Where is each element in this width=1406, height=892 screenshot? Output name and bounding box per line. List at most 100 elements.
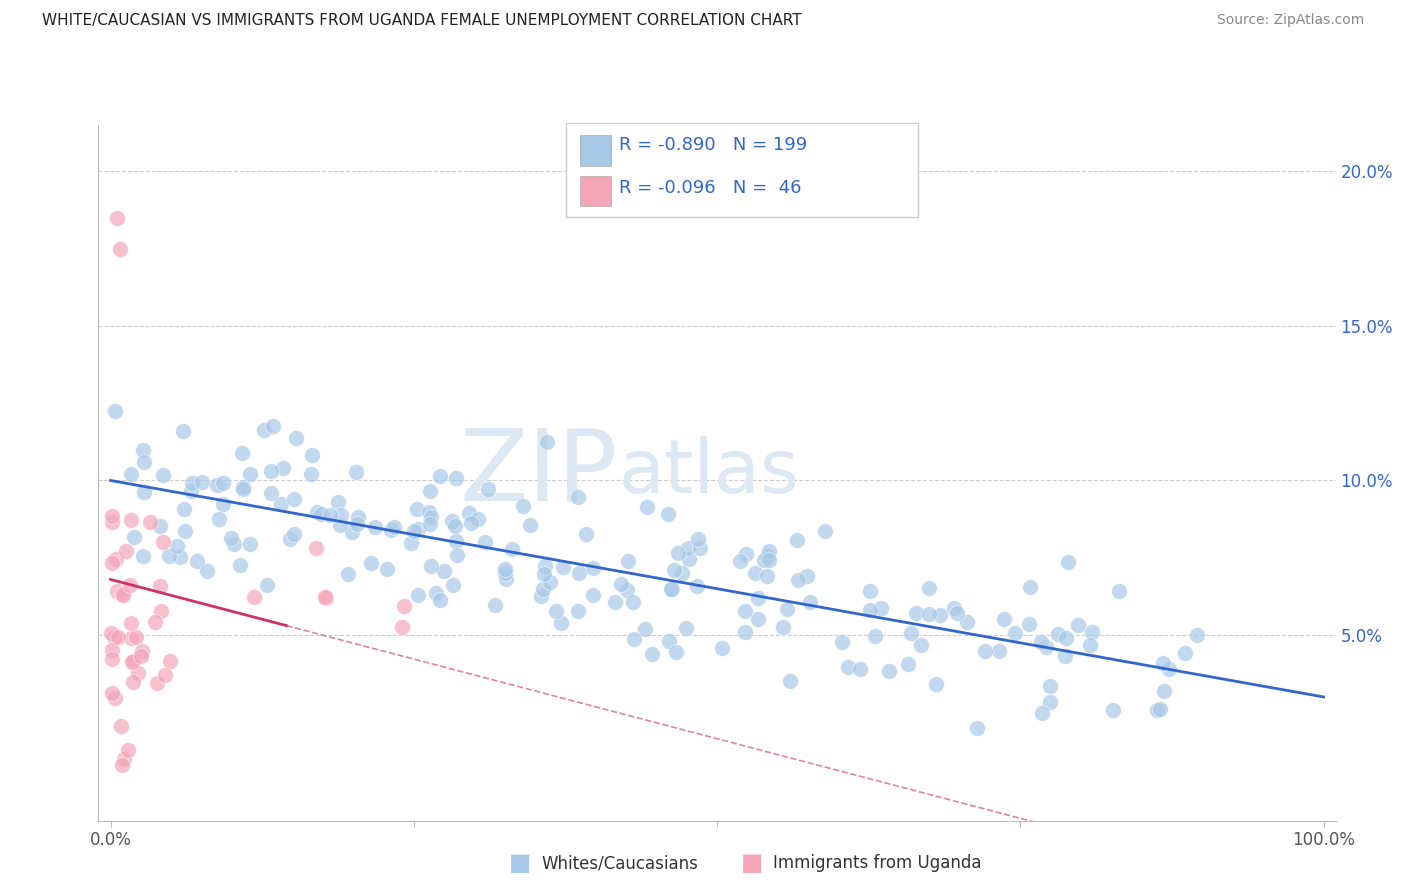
Point [340,525,363,540]
Point [686,579,709,593]
Text: atlas: atlas [619,436,799,509]
Point [1146,703,1168,717]
Point [305,541,328,555]
Point [157,549,180,564]
Point [222,537,245,551]
Point [112,589,135,603]
Point [467,512,489,526]
Point [671,566,693,580]
Point [623,632,645,647]
Point [734,547,756,561]
Point [658,634,681,648]
Point [139,515,162,529]
Point [603,594,626,608]
Point [457,506,479,520]
Point [1054,649,1077,664]
Point [1157,662,1180,676]
Point [928,608,950,623]
Point [380,523,402,537]
Point [582,588,605,602]
Point [1004,626,1026,640]
Point [419,483,441,498]
Point [121,467,143,482]
Point [551,560,574,574]
Point [1102,703,1125,717]
Point [166,539,188,553]
Point [1108,583,1130,598]
Point [776,601,799,615]
Point [752,552,775,566]
Point [837,660,859,674]
Point [127,665,149,680]
Point [229,558,252,572]
Point [429,469,451,483]
Text: Immigrants from Uganda: Immigrants from Uganda [773,855,981,872]
Point [747,612,769,626]
Point [758,543,780,558]
Point [787,573,810,587]
Point [149,519,172,533]
Point [900,625,922,640]
Point [121,655,143,669]
Point [134,484,156,499]
Point [404,524,426,538]
Point [987,643,1010,657]
Point [221,531,243,545]
Point [260,485,283,500]
Point [283,491,305,506]
Point [256,578,278,592]
Point [360,556,382,570]
Point [446,471,468,485]
Point [973,644,995,658]
Point [446,533,468,548]
Point [859,603,882,617]
Point [283,527,305,541]
Point [103,631,125,645]
Point [567,490,589,504]
Point [799,594,821,608]
Point [1029,635,1052,649]
Point [169,549,191,564]
Point [111,587,134,601]
Point [1039,695,1062,709]
Point [301,448,323,462]
Point [1035,640,1057,654]
Point [756,549,779,564]
Point [174,524,197,538]
Point [1067,618,1090,632]
Point [533,566,555,581]
Point [665,645,688,659]
Point [918,581,941,595]
Point [101,686,124,700]
Point [474,535,496,549]
Point [849,662,872,676]
Point [993,612,1015,626]
Point [152,468,174,483]
Point [118,578,141,592]
Point [314,590,336,604]
Point [330,508,353,522]
Point [172,424,194,438]
Point [744,566,766,580]
Point [897,657,920,671]
Point [1174,646,1197,660]
Point [243,590,266,604]
Point [1019,580,1042,594]
Point [100,626,122,640]
Point [796,568,818,582]
Point [567,604,589,618]
Point [910,638,932,652]
Point [337,566,360,581]
Point [377,562,399,576]
Point [1081,624,1104,639]
Point [616,554,638,568]
Point [657,507,679,521]
Point [132,443,155,458]
Point [399,535,422,549]
Point [100,652,122,666]
Point [346,516,368,531]
Point [107,630,129,644]
Point [1056,555,1078,569]
Point [831,635,853,649]
Point [1078,639,1101,653]
